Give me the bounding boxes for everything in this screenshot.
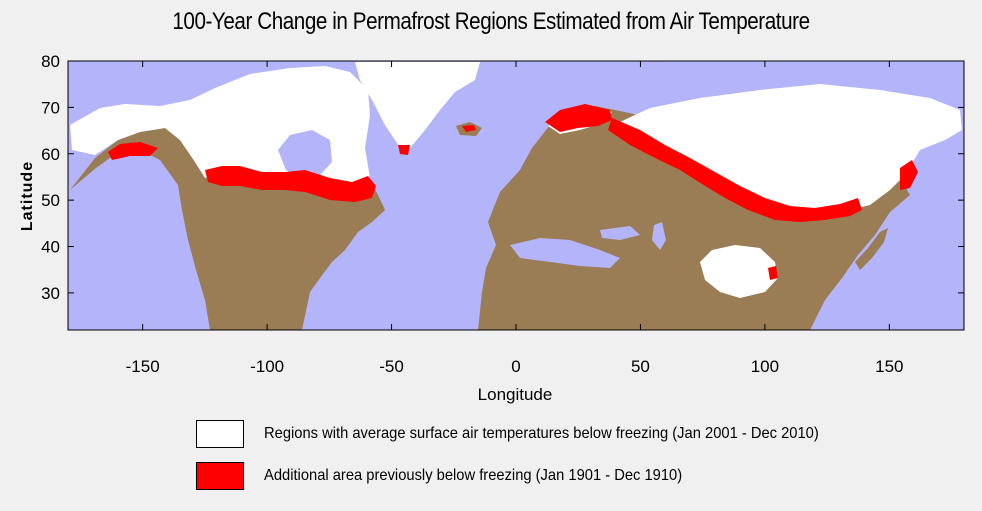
y-axis-ticks: 80 70 60 50 40 30 <box>41 52 964 303</box>
x-tick-label: -150 <box>126 357 160 376</box>
x-tick-label: 100 <box>751 357 779 376</box>
y-tick-label: 70 <box>41 98 60 117</box>
mediterranean-sea <box>510 238 620 268</box>
legend-item-previous: Additional area previously below freezin… <box>196 461 718 491</box>
legend-item-current: Regions with average surface air tempera… <box>196 419 867 449</box>
permafrost-previous-siberia <box>608 118 862 222</box>
permafrost-previous-tibet <box>768 266 778 280</box>
x-tick-label: 50 <box>631 357 650 376</box>
y-tick-label: 60 <box>41 145 60 164</box>
y-tick-label: 50 <box>41 191 60 210</box>
x-tick-label: 150 <box>875 357 903 376</box>
x-tick-label: 0 <box>511 357 520 376</box>
hudson-bay <box>278 130 332 178</box>
permafrost-previous-greenland <box>398 145 410 155</box>
permafrost-previous-scandinavia <box>545 104 612 132</box>
permafrost-previous-alaska <box>108 142 158 160</box>
y-tick-label: 80 <box>41 52 60 71</box>
x-axis-label: Longitude <box>477 385 553 404</box>
x-tick-label: -100 <box>250 357 284 376</box>
japan <box>855 228 888 270</box>
permafrost-current-siberia <box>620 84 962 214</box>
map-title: 100-Year Change in Permafrost Regions Es… <box>172 8 810 35</box>
legend-label-current: Regions with average surface air tempera… <box>264 425 819 442</box>
x-axis-ticks: -150 -100 -50 0 50 100 150 <box>126 61 904 376</box>
y-tick-label: 40 <box>41 238 60 257</box>
black-sea <box>600 226 640 240</box>
greenland <box>355 62 480 150</box>
legend-label-previous: Additional area previously below freezin… <box>264 467 683 484</box>
x-tick-label: -50 <box>379 357 404 376</box>
legend-swatch-current <box>196 420 244 448</box>
permafrost-current-tibet <box>700 245 778 298</box>
permafrost-previous-iceland <box>462 125 476 132</box>
y-axis-label: Latitude <box>19 160 36 232</box>
y-tick-label: 30 <box>41 284 60 303</box>
permafrost-previous-north-america <box>205 166 376 202</box>
permafrost-previous-far-east <box>900 160 918 190</box>
map-area <box>68 61 964 330</box>
caspian-sea <box>652 222 666 250</box>
legend-swatch-previous <box>196 462 244 490</box>
